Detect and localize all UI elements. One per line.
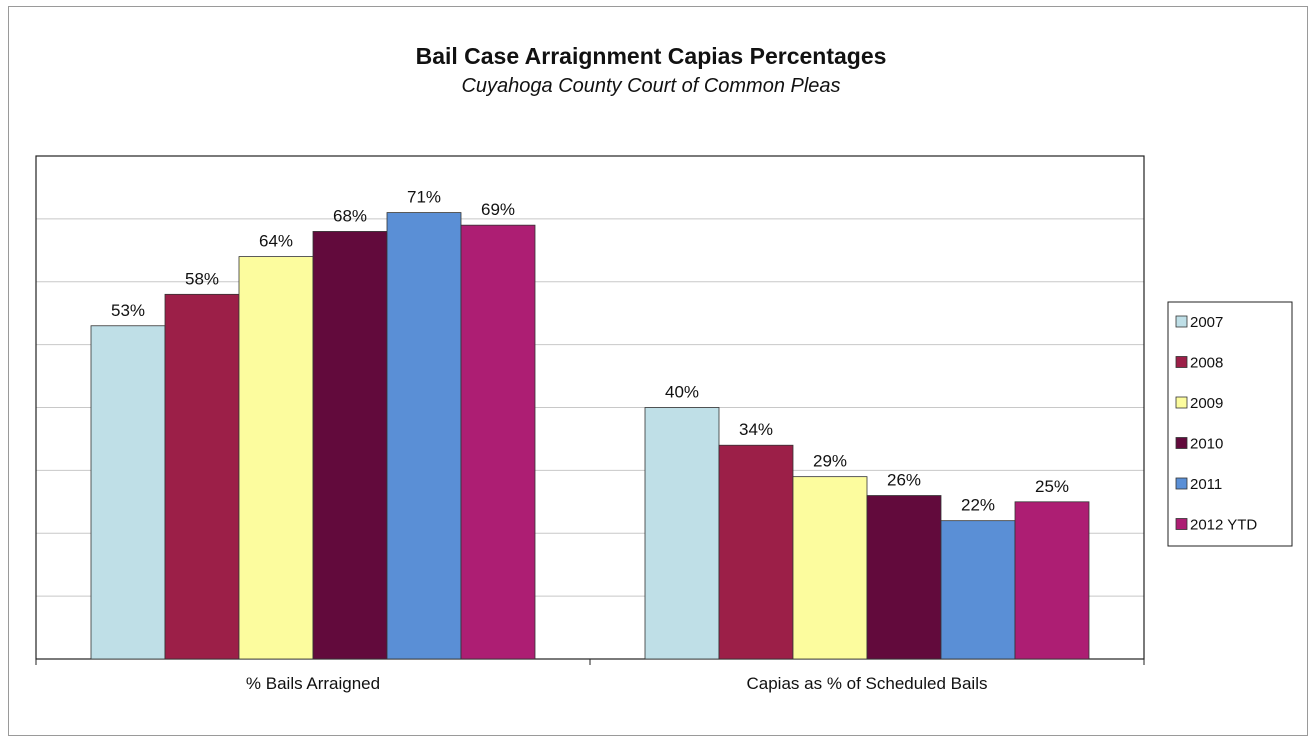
chart-title: Bail Case Arraignment Capias Percentages [415, 43, 887, 69]
bar-2008-1 [164, 293, 240, 660]
plot-area: 53% 58% 64% 68% 71% 69% % Bails Arraigned 40% 34… [35, 155, 1145, 693]
bar-2012-ytd-1 [460, 224, 536, 660]
data-label: 71% [407, 188, 441, 207]
legend-label: 2011 [1190, 476, 1222, 493]
legend-label: 2009 [1190, 395, 1223, 412]
data-label: 26% [887, 471, 921, 490]
bar-2010-2 [866, 495, 942, 660]
chart-subtitle: Cuyahoga County Court of Common Pleas [461, 75, 841, 97]
bar-2011-1 [386, 212, 462, 660]
legend-swatch [1175, 356, 1188, 368]
legend: 2007 2008 2009 2010 2011 2012 YTD [1167, 301, 1293, 547]
bar-2007-2 [644, 407, 720, 660]
legend-swatch [1175, 518, 1188, 530]
data-label: 40% [665, 383, 699, 402]
bar-2007-1 [90, 325, 166, 660]
legend-swatch [1175, 437, 1188, 449]
data-label: 34% [739, 420, 773, 439]
data-label: 64% [259, 232, 293, 251]
data-label: 68% [333, 206, 367, 225]
data-label: 53% [111, 301, 145, 320]
bar-2012-ytd-2 [1014, 501, 1090, 660]
legend-label: 2007 [1190, 314, 1223, 331]
legend-label: 2010 [1190, 436, 1223, 453]
bar-2008-2 [718, 444, 794, 660]
category-label: Capias as % of Scheduled Bails [747, 674, 988, 693]
bar-2011-2 [940, 520, 1016, 660]
category-label: % Bails Arraigned [246, 674, 380, 693]
data-label: 25% [1035, 477, 1069, 496]
bar-2010-1 [312, 231, 388, 660]
data-label: 22% [961, 496, 995, 515]
data-label: 58% [185, 269, 219, 288]
legend-label: 2012 YTD [1190, 517, 1257, 534]
legend-swatch [1175, 477, 1188, 490]
data-label: 29% [813, 452, 847, 471]
legend-label: 2008 [1190, 355, 1223, 372]
legend-swatch [1175, 315, 1188, 328]
data-label: 69% [481, 200, 515, 219]
legend-box [1167, 301, 1293, 547]
bar-2009-2 [792, 476, 868, 660]
bar-2009-1 [238, 256, 314, 660]
legend-swatch [1175, 396, 1188, 409]
